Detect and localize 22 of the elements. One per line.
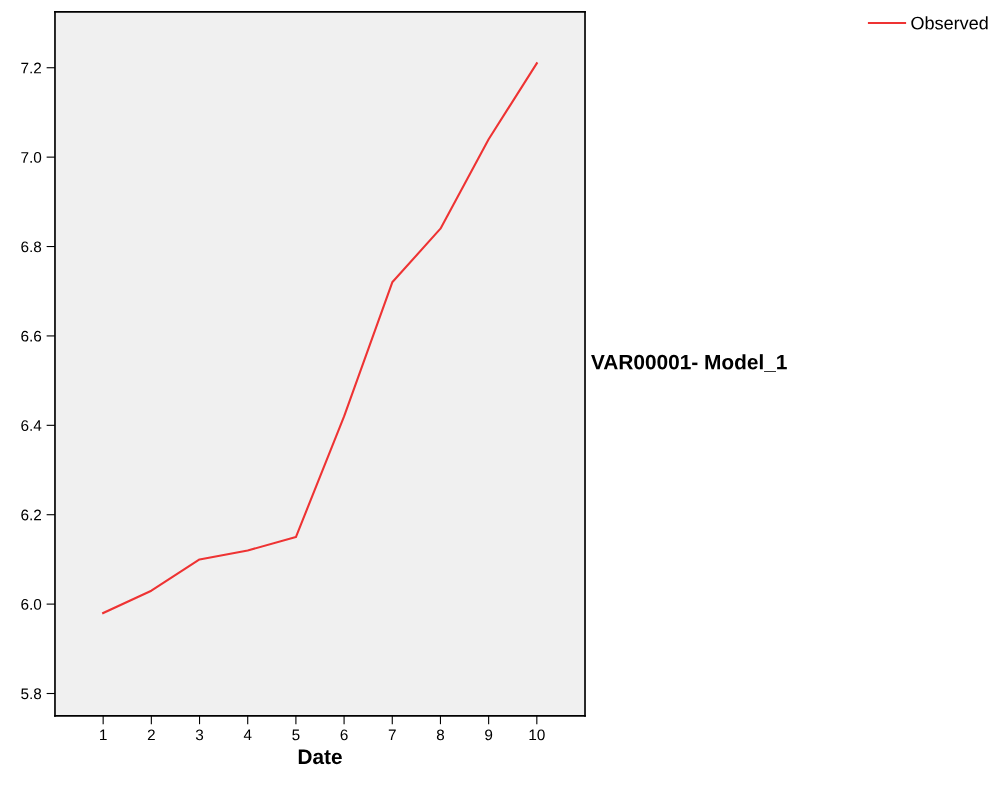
x-tick-label: 8 — [436, 729, 445, 741]
x-axis-title: Date — [298, 749, 342, 765]
x-tick-label: 4 — [243, 729, 252, 741]
y-tick-label: 5.8 — [21, 688, 42, 700]
x-tick-label: 9 — [485, 729, 493, 741]
y-tick-label: 6.2 — [21, 509, 42, 521]
y-tick-label: 6.6 — [21, 330, 42, 342]
x-tick-label: 5 — [292, 729, 300, 741]
y-tick-label: 6.4 — [21, 420, 42, 432]
line-series — [102, 62, 538, 615]
x-tick-label: 3 — [195, 729, 204, 741]
x-tick-label: 1 — [100, 729, 107, 741]
x-tick-label: 2 — [147, 729, 155, 741]
y-axis-title: VAR00001- Model_1 — [591, 354, 787, 372]
y-tick-label: 6.0 — [21, 598, 42, 610]
x-tick-label: 7 — [388, 729, 396, 741]
x-tick-label: 6 — [340, 729, 348, 741]
legend-label: Observed — [911, 16, 988, 30]
y-tick-label: 7.0 — [21, 152, 42, 163]
x-tick-label: 10 — [529, 729, 545, 741]
y-tick-label: 6.8 — [21, 241, 42, 253]
y-tick-label: 7.2 — [21, 62, 42, 74]
